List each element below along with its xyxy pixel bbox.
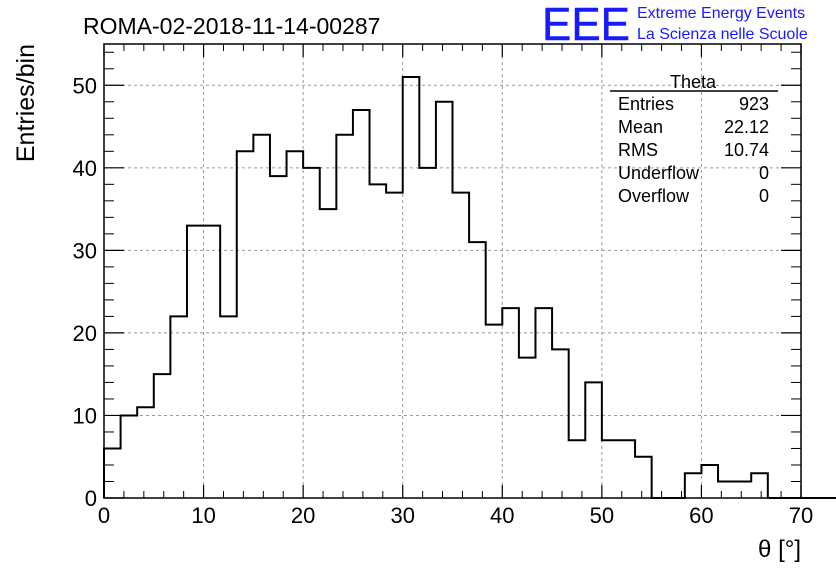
histogram-bin [220,316,237,498]
histogram-bin [121,415,138,498]
histogram-bin [718,481,735,498]
histogram-bin [287,151,304,498]
histogram-bin [469,242,486,498]
stats-value: 923 [739,94,769,114]
histogram-bin [486,325,503,498]
histogram-bin [170,316,187,498]
histogram-bin [602,440,619,498]
stats-label: Underflow [618,163,700,183]
stats-rows: Entries 923 Mean 22.12 RMS 10.74 Underflow 0 Ove… [618,94,769,206]
histogram-bin [569,440,586,498]
stats-value: 10.74 [724,140,769,160]
histogram-bin [735,481,752,498]
x-tick-label: 20 [291,503,315,528]
logo-mark: EEE [542,0,630,50]
chart-title: ROMA-02-2018-11-14-00287 [83,13,380,39]
x-tick-label: 50 [590,503,614,528]
histogram-bin [187,226,204,498]
histogram-outline [103,76,836,499]
histogram-bin [104,448,121,498]
histogram-bin [137,407,154,498]
histogram-bin [303,168,320,498]
stats-value: 0 [759,186,769,206]
histogram-bin [237,151,254,498]
stats-label: Overflow [618,186,690,206]
histogram-bin [436,102,453,498]
histogram-bin [353,110,370,498]
logo-line-2: La Scienza nelle Scuole [637,26,808,43]
histogram-bin [635,457,652,498]
y-tick-label: 20 [73,321,97,346]
histogram-bin [403,77,420,498]
histogram-bin [154,374,171,498]
logo-line-1: Extreme Energy Events [637,5,805,22]
plot-frame [103,43,802,499]
histogram-bin [253,135,270,498]
histogram-bin [336,135,353,498]
stats-label: Entries [618,94,674,114]
x-tick-label: 60 [689,503,713,528]
histogram-bin [419,168,436,498]
axis-ticks [103,44,802,499]
y-tick-label: 10 [73,403,97,428]
histogram-bin [618,440,635,498]
histogram-bin [370,184,387,498]
x-tick-label: 10 [191,503,215,528]
histogram-bin [320,209,337,498]
histogram-bin [535,308,552,498]
histogram-bin [270,176,287,498]
histogram-bin [204,226,221,498]
x-tick-label: 40 [490,503,514,528]
histogram-bin [453,193,470,498]
histogram-bin [386,193,403,498]
y-tick-labels: 0 10 20 30 40 50 [73,73,97,511]
x-axis-label: θ [°] [758,536,801,563]
histogram-bin [751,473,768,498]
y-tick-label: 40 [73,156,97,181]
stats-label: RMS [618,140,658,160]
stats-value: 22.12 [724,117,769,137]
y-tick-label: 30 [73,238,97,263]
x-tick-labels: 0 10 20 30 40 50 60 70 [98,503,813,528]
stats-title: Theta [670,72,717,92]
stats-label: Mean [618,117,663,137]
eee-logo: EEE Extreme Energy Events La Scienza nel… [542,0,808,50]
y-axis-label: Entries/bin [12,44,40,162]
x-tick-label: 30 [390,503,414,528]
histogram-bin [585,382,602,498]
x-tick-label: 0 [98,503,110,528]
histogram-bin [701,465,718,498]
histogram-bin [519,358,536,498]
stats-value: 0 [759,163,769,183]
histogram-bin [502,308,519,498]
histogram-bin [685,473,702,498]
histogram-bin [552,349,569,498]
y-tick-label: 50 [73,73,97,98]
histogram-bars [103,76,836,499]
x-tick-label: 70 [789,503,813,528]
y-tick-label: 0 [85,486,97,511]
stats-box: Theta Entries 923 Mean 22.12 RMS 10.74 Underfl… [610,72,778,206]
